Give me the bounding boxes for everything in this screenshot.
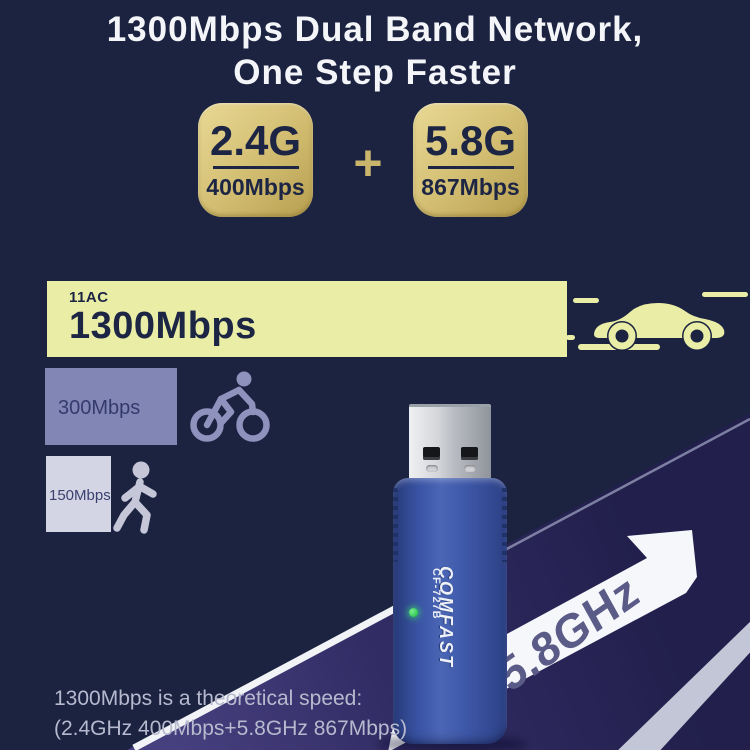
footnote-line-2: (2.4GHz 400Mbps+5.8GHz 867Mbps): [54, 717, 408, 740]
badge-divider: [212, 166, 299, 169]
page-title: 1300Mbps Dual Band Network, One Step Fas…: [0, 8, 750, 94]
car-icon: [566, 292, 748, 351]
usb-contact-slot: [423, 447, 440, 460]
speed-bar-300: 300Mbps: [45, 368, 177, 445]
pedestrian-icon: [113, 461, 157, 534]
side-ribs: [502, 488, 507, 562]
badge-5-8g: 5.8G 867Mbps: [413, 103, 528, 217]
badge-divider: [427, 166, 514, 169]
usb-hole: [426, 465, 438, 472]
title-line-2: One Step Faster: [233, 53, 517, 92]
bicycle-icon: [190, 371, 270, 442]
led-indicator: [409, 608, 418, 617]
badge-band-label: 2.4G: [209, 117, 302, 164]
road-corner-stripe: [618, 621, 750, 750]
usb-connector: [409, 404, 491, 482]
adapter-body: COMFAST CF-727B: [393, 478, 507, 744]
road-edge-stripe: [132, 586, 432, 750]
title-line-1: 1300Mbps Dual Band Network,: [106, 10, 644, 49]
usb-hole: [464, 465, 476, 472]
model-label: CF-727B: [430, 568, 442, 620]
side-ribs: [393, 488, 398, 562]
speed-label: 300Mbps: [58, 397, 141, 419]
badge-speed-label: 867Mbps: [421, 174, 520, 200]
plus-sign: +: [353, 135, 383, 191]
footnote: 1300Mbps is a theoretical speed: (2.4GHz…: [54, 684, 407, 744]
speed-bar-1300: 11AC 1300Mbps: [47, 281, 567, 357]
usb-contact-slot: [461, 447, 478, 460]
protocol-label: 11AC: [69, 289, 109, 306]
usb-adapter: COMFAST CF-727B: [393, 404, 507, 744]
speed-label: 150Mbps: [49, 487, 111, 504]
badge-2-4g: 2.4G 400Mbps: [198, 103, 313, 217]
footnote-line-1: 1300Mbps is a theoretical speed:: [54, 687, 363, 710]
badge-band-label: 5.8G: [424, 117, 517, 164]
speed-bar-150: 150Mbps: [46, 456, 111, 532]
badge-speed-label: 400Mbps: [206, 174, 305, 200]
speed-label: 1300Mbps: [69, 305, 257, 347]
